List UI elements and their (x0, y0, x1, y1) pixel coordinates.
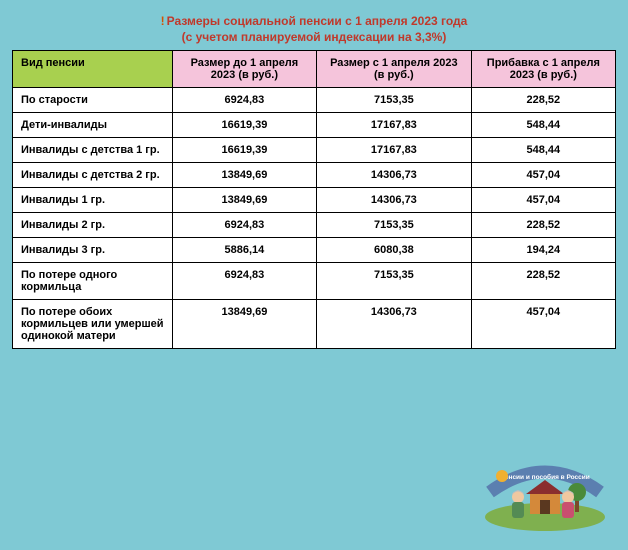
row-diff: 228,52 (471, 88, 615, 113)
table-row: Инвалиды 1 гр. 13849,69 14306,73 457,04 (13, 188, 616, 213)
row-label: Инвалиды 3 гр. (13, 238, 173, 263)
row-diff: 228,52 (471, 263, 615, 300)
row-label: Инвалиды с детства 2 гр. (13, 163, 173, 188)
row-before: 6924,83 (172, 263, 316, 300)
row-before: 16619,39 (172, 138, 316, 163)
table-body: По старости 6924,83 7153,35 228,52 Дети-… (13, 88, 616, 349)
row-after: 7153,35 (317, 88, 472, 113)
row-label: Инвалиды 2 гр. (13, 213, 173, 238)
header-type: Вид пенсии (13, 51, 173, 88)
table-row: Инвалиды 3 гр. 5886,14 6080,38 194,24 (13, 238, 616, 263)
row-diff: 228,52 (471, 213, 615, 238)
row-before: 5886,14 (172, 238, 316, 263)
row-after: 7153,35 (317, 213, 472, 238)
table-header-row: Вид пенсии Размер до 1 апреля 2023 (в ру… (13, 51, 616, 88)
row-after: 6080,38 (317, 238, 472, 263)
page-subtitle: (с учетом планируемой индексации на 3,3%… (12, 30, 616, 44)
row-before: 13849,69 (172, 163, 316, 188)
table-row: По старости 6924,83 7153,35 228,52 (13, 88, 616, 113)
row-after: 14306,73 (317, 163, 472, 188)
exclaim-icon: ! (161, 14, 165, 28)
row-diff: 457,04 (471, 163, 615, 188)
row-after: 7153,35 (317, 263, 472, 300)
row-label: По старости (13, 88, 173, 113)
row-after: 17167,83 (317, 113, 472, 138)
pensioners-illustration-icon: Пенсии и пособия в России (480, 442, 610, 532)
pension-table: Вид пенсии Размер до 1 апреля 2023 (в ру… (12, 50, 616, 349)
header-after: Размер с 1 апреля 2023 (в руб.) (317, 51, 472, 88)
table-row: Инвалиды с детства 2 гр. 13849,69 14306,… (13, 163, 616, 188)
table-row: По потере обоих кормильцев или умершей о… (13, 300, 616, 349)
title-main: Размеры социальной пенсии с 1 апреля 202… (167, 14, 468, 28)
page-title: !Размеры социальной пенсии с 1 апреля 20… (12, 14, 616, 28)
row-label: Инвалиды 1 гр. (13, 188, 173, 213)
row-before: 6924,83 (172, 213, 316, 238)
row-label: По потере обоих кормильцев или умершей о… (13, 300, 173, 349)
row-label: Дети-инвалиды (13, 113, 173, 138)
header-before: Размер до 1 апреля 2023 (в руб.) (172, 51, 316, 88)
row-after: 14306,73 (317, 188, 472, 213)
table-row: По потере одного кормильца 6924,83 7153,… (13, 263, 616, 300)
row-diff: 194,24 (471, 238, 615, 263)
row-before: 13849,69 (172, 188, 316, 213)
row-after: 14306,73 (317, 300, 472, 349)
row-before: 16619,39 (172, 113, 316, 138)
row-diff: 548,44 (471, 138, 615, 163)
row-diff: 457,04 (471, 188, 615, 213)
row-label: Инвалиды с детства 1 гр. (13, 138, 173, 163)
table-row: Дети-инвалиды 16619,39 17167,83 548,44 (13, 113, 616, 138)
table-row: Инвалиды 2 гр. 6924,83 7153,35 228,52 (13, 213, 616, 238)
row-before: 6924,83 (172, 88, 316, 113)
banner-text: Пенсии и пособия в России (500, 473, 590, 481)
row-before: 13849,69 (172, 300, 316, 349)
table-row: Инвалиды с детства 1 гр. 16619,39 17167,… (13, 138, 616, 163)
row-label: По потере одного кормильца (13, 263, 173, 300)
row-after: 17167,83 (317, 138, 472, 163)
row-diff: 457,04 (471, 300, 615, 349)
header-diff: Прибавка с 1 апреля 2023 (в руб.) (471, 51, 615, 88)
row-diff: 548,44 (471, 113, 615, 138)
